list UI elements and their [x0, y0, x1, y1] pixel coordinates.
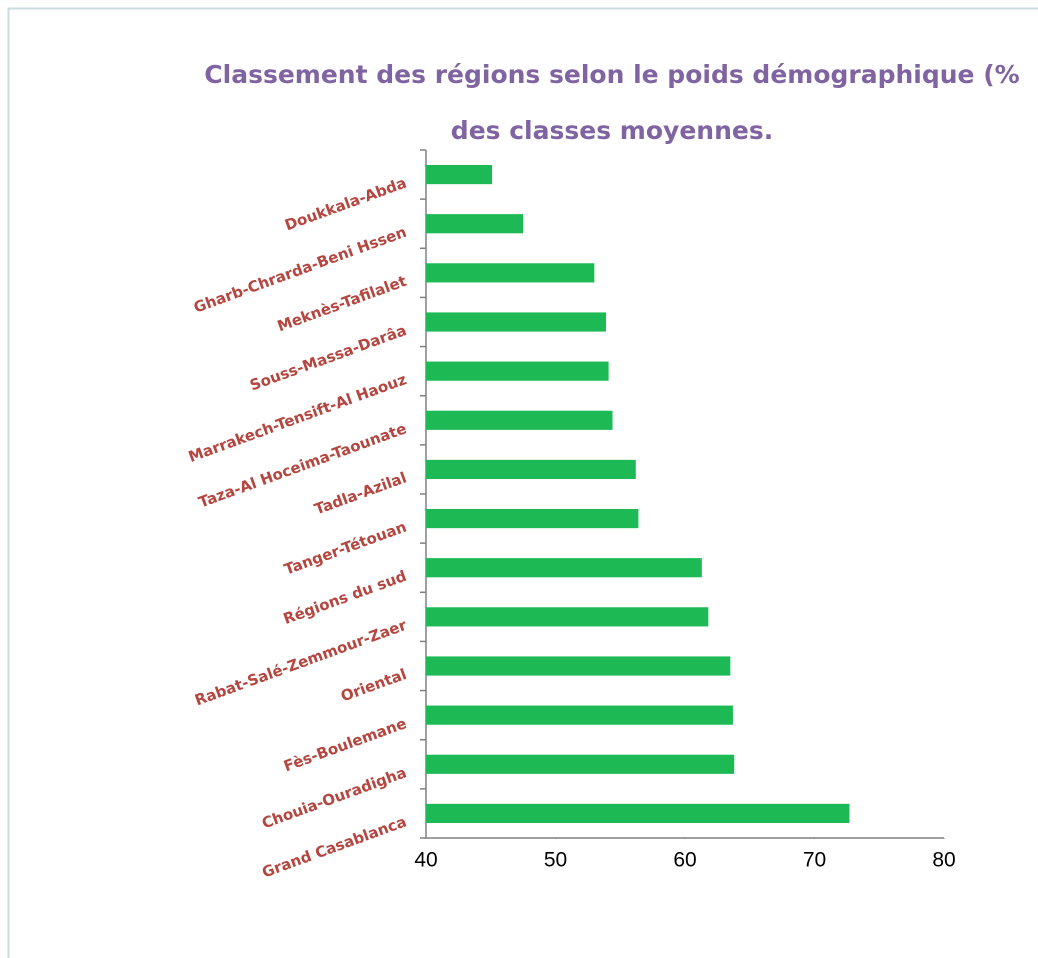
chart-title: des classes moyennes.	[451, 116, 773, 145]
y-tick-label: Régions du sud	[281, 567, 409, 628]
y-tick-label: Marrakech-Tensift-Al Haouz	[186, 370, 409, 466]
x-tick-label: 60	[673, 849, 696, 872]
bar	[426, 803, 850, 824]
bar	[426, 705, 733, 725]
y-tick-label: Oriental	[338, 665, 409, 705]
bar	[426, 656, 731, 676]
bar	[426, 754, 735, 774]
bar	[426, 607, 709, 627]
bar	[426, 214, 524, 234]
bar	[426, 410, 613, 430]
x-tick-label: 40	[414, 849, 437, 872]
y-tick-label: Doukkala-Abda	[282, 174, 409, 235]
bar	[426, 459, 636, 480]
bar	[426, 558, 702, 578]
y-tick-label: Rabat-Salé-Zemmour-Zaer	[192, 616, 409, 710]
y-tick-label: Fès-Boulemane	[281, 714, 409, 775]
y-tick-label: Tanger-Tétouan	[282, 518, 409, 579]
x-tick-label: 50	[544, 849, 567, 872]
bar	[426, 263, 595, 283]
bar	[426, 164, 493, 185]
frame	[7, 7, 1038, 958]
x-tick-label: 80	[932, 849, 955, 872]
bar	[426, 361, 609, 381]
y-tick-label: Gharb-Chrarda-Beni Hssen	[191, 223, 409, 317]
y-tick-label: Tadla-Azilal	[312, 469, 409, 519]
bar	[426, 508, 639, 529]
bar	[426, 312, 607, 332]
chart-title: Classement des régions selon le poids dé…	[204, 60, 1019, 89]
x-tick-label: 70	[803, 849, 826, 872]
